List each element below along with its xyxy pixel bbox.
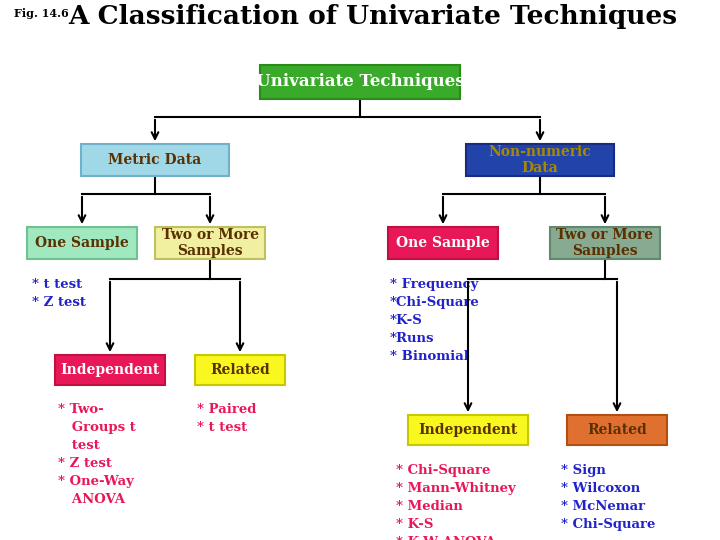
- FancyBboxPatch shape: [408, 415, 528, 445]
- Text: Univariate Techniques: Univariate Techniques: [256, 73, 464, 91]
- FancyBboxPatch shape: [27, 227, 137, 259]
- FancyBboxPatch shape: [155, 227, 265, 259]
- FancyBboxPatch shape: [466, 144, 614, 176]
- Text: Two or More
Samples: Two or More Samples: [557, 228, 654, 258]
- Text: Metric Data: Metric Data: [109, 153, 202, 167]
- Text: A Classification of Univariate Techniques: A Classification of Univariate Technique…: [68, 4, 677, 29]
- Text: One Sample: One Sample: [35, 236, 129, 250]
- Text: Non-numeric
Data: Non-numeric Data: [489, 145, 591, 175]
- FancyBboxPatch shape: [550, 227, 660, 259]
- Text: * t test
* Z test: * t test * Z test: [32, 278, 86, 309]
- FancyBboxPatch shape: [567, 415, 667, 445]
- Text: Two or More
Samples: Two or More Samples: [161, 228, 258, 258]
- Text: Fig. 14.6: Fig. 14.6: [14, 8, 68, 19]
- Text: * Sign
* Wilcoxon
* McNemar
* Chi-Square: * Sign * Wilcoxon * McNemar * Chi-Square: [561, 464, 655, 531]
- Text: Independent: Independent: [60, 363, 160, 377]
- Text: * Frequency
*Chi-Square
*K-S
*Runs
* Binomial: * Frequency *Chi-Square *K-S *Runs * Bin…: [390, 278, 480, 363]
- FancyBboxPatch shape: [260, 65, 460, 99]
- Text: Independent: Independent: [418, 423, 518, 437]
- Text: * Chi-Square
* Mann-Whitney
* Median
* K-S
* K-W ANOVA: * Chi-Square * Mann-Whitney * Median * K…: [396, 464, 516, 540]
- Text: * Paired
* t test: * Paired * t test: [197, 403, 256, 434]
- FancyBboxPatch shape: [55, 355, 165, 385]
- Text: One Sample: One Sample: [396, 236, 490, 250]
- FancyBboxPatch shape: [81, 144, 229, 176]
- Text: * Two-
   Groups t
   test
* Z test
* One-Way
   ANOVA: * Two- Groups t test * Z test * One-Way …: [58, 403, 136, 506]
- FancyBboxPatch shape: [388, 227, 498, 259]
- Text: Related: Related: [587, 423, 647, 437]
- Text: Related: Related: [210, 363, 270, 377]
- FancyBboxPatch shape: [195, 355, 285, 385]
